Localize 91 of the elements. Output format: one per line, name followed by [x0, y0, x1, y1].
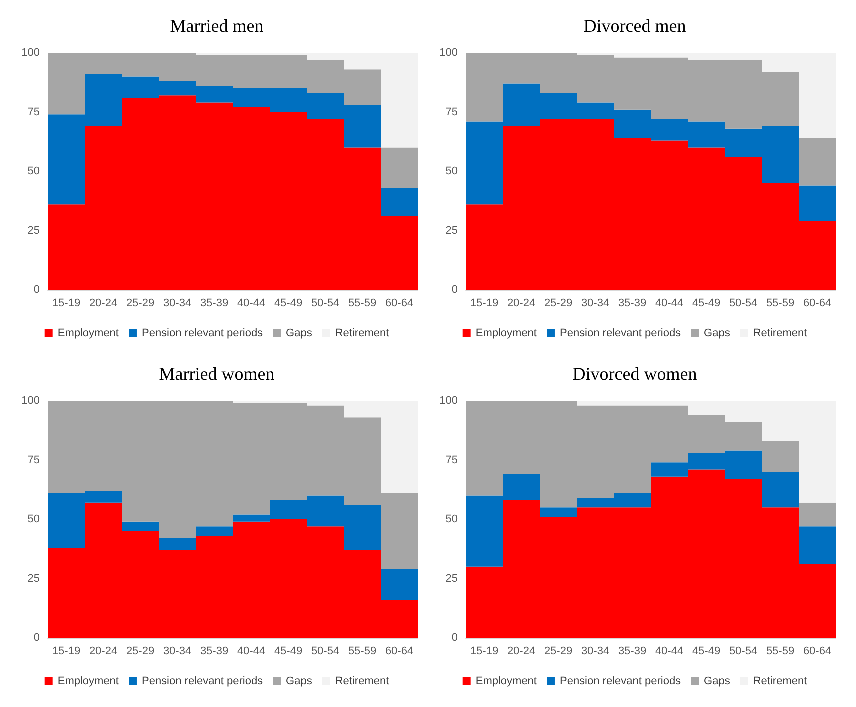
x-tick-label: 30-34	[581, 646, 610, 658]
x-tick-label: 20-24	[507, 298, 536, 310]
legend-label: Pension relevant periods	[142, 676, 264, 688]
y-tick-label: 50	[446, 514, 458, 526]
x-tick-label: 60-64	[385, 646, 414, 658]
bar	[540, 508, 577, 518]
legend-label: Pension relevant periods	[142, 328, 264, 340]
y-tick-label: 100	[22, 395, 40, 407]
y-tick-label: 25	[446, 224, 458, 237]
bar	[799, 138, 836, 186]
x-tick-label: 25-29	[544, 646, 573, 658]
y-tick-label: 100	[440, 395, 458, 407]
x-tick-label: 50-54	[311, 298, 340, 310]
y-tick-label: 0	[34, 632, 40, 644]
x-tick-label: 30-34	[163, 646, 192, 658]
x-tick-label: 55-59	[348, 646, 377, 658]
x-tick-label: 35-39	[200, 646, 229, 658]
x-tick-label: 45-49	[274, 646, 303, 658]
bar	[381, 148, 418, 188]
x-tick-label: 20-24	[89, 298, 118, 310]
y-tick-label: 75	[28, 454, 40, 466]
x-tick-label: 40-44	[237, 298, 266, 310]
legend-label: Retirement	[753, 328, 808, 340]
legend-label: Pension relevant periods	[560, 676, 682, 688]
legend-label: Employment	[58, 676, 119, 688]
x-tick-label: 15-19	[52, 298, 81, 310]
x-tick-label: 35-39	[618, 646, 647, 658]
legend-label: Retirement	[753, 676, 808, 688]
x-tick-label: 40-44	[237, 646, 266, 658]
x-tick-label: 30-34	[163, 298, 192, 310]
legend-label: Gaps	[286, 328, 313, 340]
y-tick-label: 50	[446, 166, 458, 178]
x-tick-label: 40-44	[655, 646, 684, 658]
y-tick-label: 100	[440, 47, 458, 59]
x-tick-label: 50-54	[311, 646, 340, 658]
x-tick-label: 50-54	[729, 646, 758, 658]
x-tick-label: 55-59	[766, 646, 795, 658]
chart-title: Divorced women	[572, 364, 698, 384]
x-tick-label: 25-29	[126, 646, 155, 658]
y-tick-label: 100	[22, 47, 40, 59]
x-tick-label: 20-24	[89, 646, 118, 658]
legend-label: Gaps	[704, 676, 731, 688]
x-tick-label: 45-49	[274, 298, 303, 310]
x-tick-label: 35-39	[200, 298, 229, 310]
y-tick-label: 75	[446, 106, 458, 118]
x-tick-label: 35-39	[618, 298, 647, 310]
bar	[799, 502, 836, 527]
x-tick-label: 55-59	[766, 298, 795, 310]
y-tick-label: 0	[452, 632, 458, 644]
x-tick-label: 50-54	[729, 298, 758, 310]
y-tick-label: 0	[34, 284, 40, 296]
chart-title: Divorced men	[584, 16, 686, 36]
x-tick-label: 55-59	[348, 298, 377, 310]
bar	[196, 526, 233, 536]
bar	[799, 186, 836, 222]
y-tick-label: 0	[452, 284, 458, 296]
x-tick-label: 45-49	[692, 646, 721, 658]
x-tick-label: 60-64	[803, 646, 832, 658]
y-tick-label: 50	[28, 166, 40, 178]
legend-label: Pension relevant periods	[560, 328, 682, 340]
legend-label: Employment	[58, 328, 119, 340]
chart-title: Married women	[159, 364, 275, 384]
x-tick-label: 15-19	[52, 646, 81, 658]
bar	[381, 569, 418, 600]
x-tick-label: 40-44	[655, 298, 684, 310]
bar	[159, 538, 196, 550]
x-tick-label: 15-19	[470, 298, 499, 310]
x-tick-label: 30-34	[581, 298, 610, 310]
x-tick-label: 25-29	[126, 298, 155, 310]
bar	[381, 188, 418, 217]
bar	[122, 522, 159, 532]
x-tick-label: 20-24	[507, 646, 536, 658]
x-tick-label: 25-29	[544, 298, 573, 310]
x-tick-label: 60-64	[385, 298, 414, 310]
y-tick-label: 75	[28, 106, 40, 118]
bar	[799, 526, 836, 565]
legend-label: Employment	[476, 676, 537, 688]
legend-label: Retirement	[335, 676, 390, 688]
legend-label: Gaps	[704, 328, 731, 340]
y-tick-label: 25	[446, 572, 458, 585]
x-tick-label: 15-19	[470, 646, 499, 658]
legend-label: Employment	[476, 328, 537, 340]
y-tick-label: 50	[28, 514, 40, 526]
x-tick-label: 45-49	[692, 298, 721, 310]
y-tick-label: 75	[446, 454, 458, 466]
legend-label: Retirement	[335, 328, 390, 340]
chart-title: Married men	[170, 16, 264, 36]
y-tick-label: 25	[28, 224, 40, 237]
x-tick-label: 60-64	[803, 298, 832, 310]
legend-label: Gaps	[286, 676, 313, 688]
y-tick-label: 25	[28, 572, 40, 585]
